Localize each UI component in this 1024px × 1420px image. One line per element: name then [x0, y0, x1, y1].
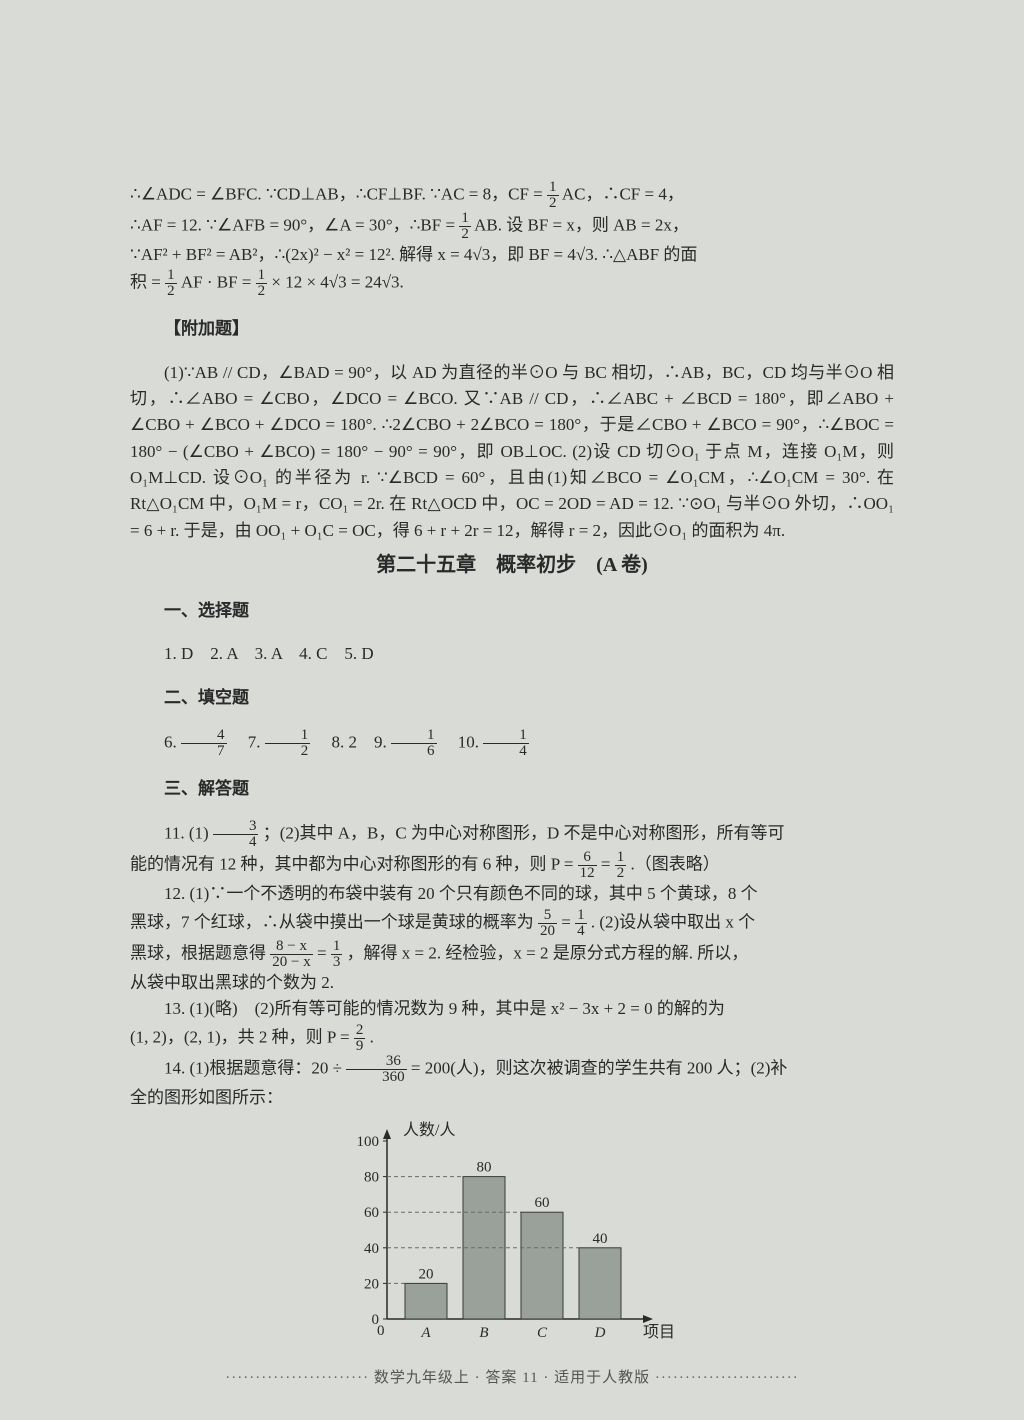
svg-text:20: 20	[419, 1266, 434, 1282]
q12-line1: 12. (1)∵一个不透明的布袋中装有 20 个只有颜色不同的球，其中 5 个黄…	[130, 881, 894, 907]
svg-text:80: 80	[477, 1159, 492, 1175]
svg-text:D: D	[594, 1325, 606, 1341]
q14-line2: 全的图形如图所示：	[130, 1085, 894, 1111]
q13-line1: 13. (1)(略) (2)所有等可能的情况数为 9 种，其中是 x² − 3x…	[130, 996, 894, 1022]
frac-4-7: 47	[181, 728, 227, 759]
frac-2-9: 29	[354, 1023, 366, 1054]
svg-text:60: 60	[535, 1195, 550, 1211]
frac-1-6: 16	[391, 728, 437, 759]
q14-line1: 14. (1)根据题意得：20 ÷ 36360 = 200(人)，则这次被调查的…	[130, 1054, 894, 1085]
line-top-4: 积 = 12 AF · BF = 12 × 12 × 4√3 = 24√3.	[130, 268, 894, 299]
t1b: AC，∴CF = 4，	[562, 184, 684, 203]
frac-6-12: 612	[578, 850, 597, 881]
frac-half-3: 12	[165, 268, 177, 299]
frac-1-4b: 14	[575, 908, 587, 939]
additional-head: 【附加题】	[130, 316, 894, 342]
frac-1-2: 12	[265, 728, 311, 759]
svg-text:人数/人: 人数/人	[403, 1121, 455, 1139]
additional-body: (1)∵AB // CD，∠BAD = 90°，以 AD 为直径的半⊙O 与 B…	[130, 360, 894, 544]
frac-1-2b: 12	[615, 850, 627, 881]
section-3-head: 三、解答题	[130, 776, 894, 802]
svg-text:A: A	[420, 1325, 431, 1341]
q12-line2: 黑球，7 个红球，∴从袋中摸出一个球是黄球的概率为 520 = 14 . (2)…	[130, 908, 894, 939]
t1a: ∴∠ADC = ∠BFC. ∵CD⊥AB，∴CF⊥BF. ∵AC = 8，CF …	[130, 184, 547, 203]
footer-dots-right: ························	[655, 1370, 799, 1386]
page-footer: ························ 数学九年级上 · 答案 11 …	[130, 1367, 894, 1390]
q12-line3: 黑球，根据题意得 8 − x20 − x = 13 ，解得 x = 2. 经检验…	[130, 939, 894, 970]
svg-text:40: 40	[364, 1241, 379, 1257]
frac-half-1: 12	[547, 180, 559, 211]
frac-1-3: 13	[331, 939, 343, 970]
frac-5-20: 520	[538, 908, 557, 939]
section-1-body: 1. D 2. A 3. A 4. C 5. D	[130, 641, 894, 667]
svg-text:80: 80	[364, 1169, 379, 1185]
svg-text:60: 60	[364, 1205, 379, 1221]
svg-text:B: B	[479, 1325, 488, 1341]
q11-line1: 11. (1) 34 ；(2)其中 A，B，C 为中心对称图形，D 不是中心对称…	[130, 819, 894, 850]
svg-text:C: C	[537, 1325, 548, 1341]
footer-text: 数学九年级上 · 答案 11 · 适用于人教版	[374, 1370, 650, 1386]
svg-text:0: 0	[377, 1323, 385, 1339]
svg-text:40: 40	[593, 1231, 608, 1247]
t4c: × 12 × 4√3 = 24√3.	[271, 273, 403, 292]
footer-dots-left: ························	[225, 1370, 374, 1386]
q12-line4: 从袋中取出黑球的个数为 2.	[130, 970, 894, 996]
frac-8mx: 8 − x20 − x	[270, 939, 312, 970]
frac-half-2: 12	[459, 211, 471, 242]
line-top-2: ∴AF = 12. ∵∠AFB = 90°，∠A = 30°，∴BF = 12 …	[130, 211, 894, 242]
t2a: ∴AF = 12. ∵∠AFB = 90°，∠A = 30°，∴BF =	[130, 215, 459, 234]
section-2-head: 二、填空题	[130, 685, 894, 711]
frac-36-360: 36360	[346, 1054, 407, 1085]
svg-text:20: 20	[364, 1276, 379, 1292]
chapter-title: 第二十五章 概率初步 (A 卷)	[130, 550, 894, 581]
svg-text:项目: 项目	[643, 1324, 675, 1341]
bar-chart: 人数/人02040608010020A80B60C40D0项目	[332, 1119, 692, 1349]
section-1-head: 一、选择题	[130, 598, 894, 624]
t4b: AF · BF =	[181, 273, 256, 292]
frac-1-4: 14	[483, 728, 529, 759]
line-top-3: ∵AF² + BF² = AB²，∴(2x)² − x² = 12². 解得 x…	[130, 242, 894, 268]
t4a: 积 =	[130, 273, 165, 292]
section-2-body: 6. 47 7. 12 8. 2 9. 16 10. 14	[130, 728, 894, 759]
svg-text:100: 100	[357, 1134, 380, 1150]
frac-3-4: 34	[213, 819, 259, 850]
q11-line2: 能的情况有 12 种，其中都为中心对称图形的有 6 种，则 P = 612 = …	[130, 850, 894, 881]
frac-half-4: 12	[256, 268, 268, 299]
t2b: AB. 设 BF = x，则 AB = 2x，	[474, 215, 689, 234]
q13-line2: (1, 2)，(2, 1)，共 2 种，则 P = 29 .	[130, 1023, 894, 1054]
line-top-1: ∴∠ADC = ∠BFC. ∵CD⊥AB，∴CF⊥BF. ∵AC = 8，CF …	[130, 180, 894, 211]
